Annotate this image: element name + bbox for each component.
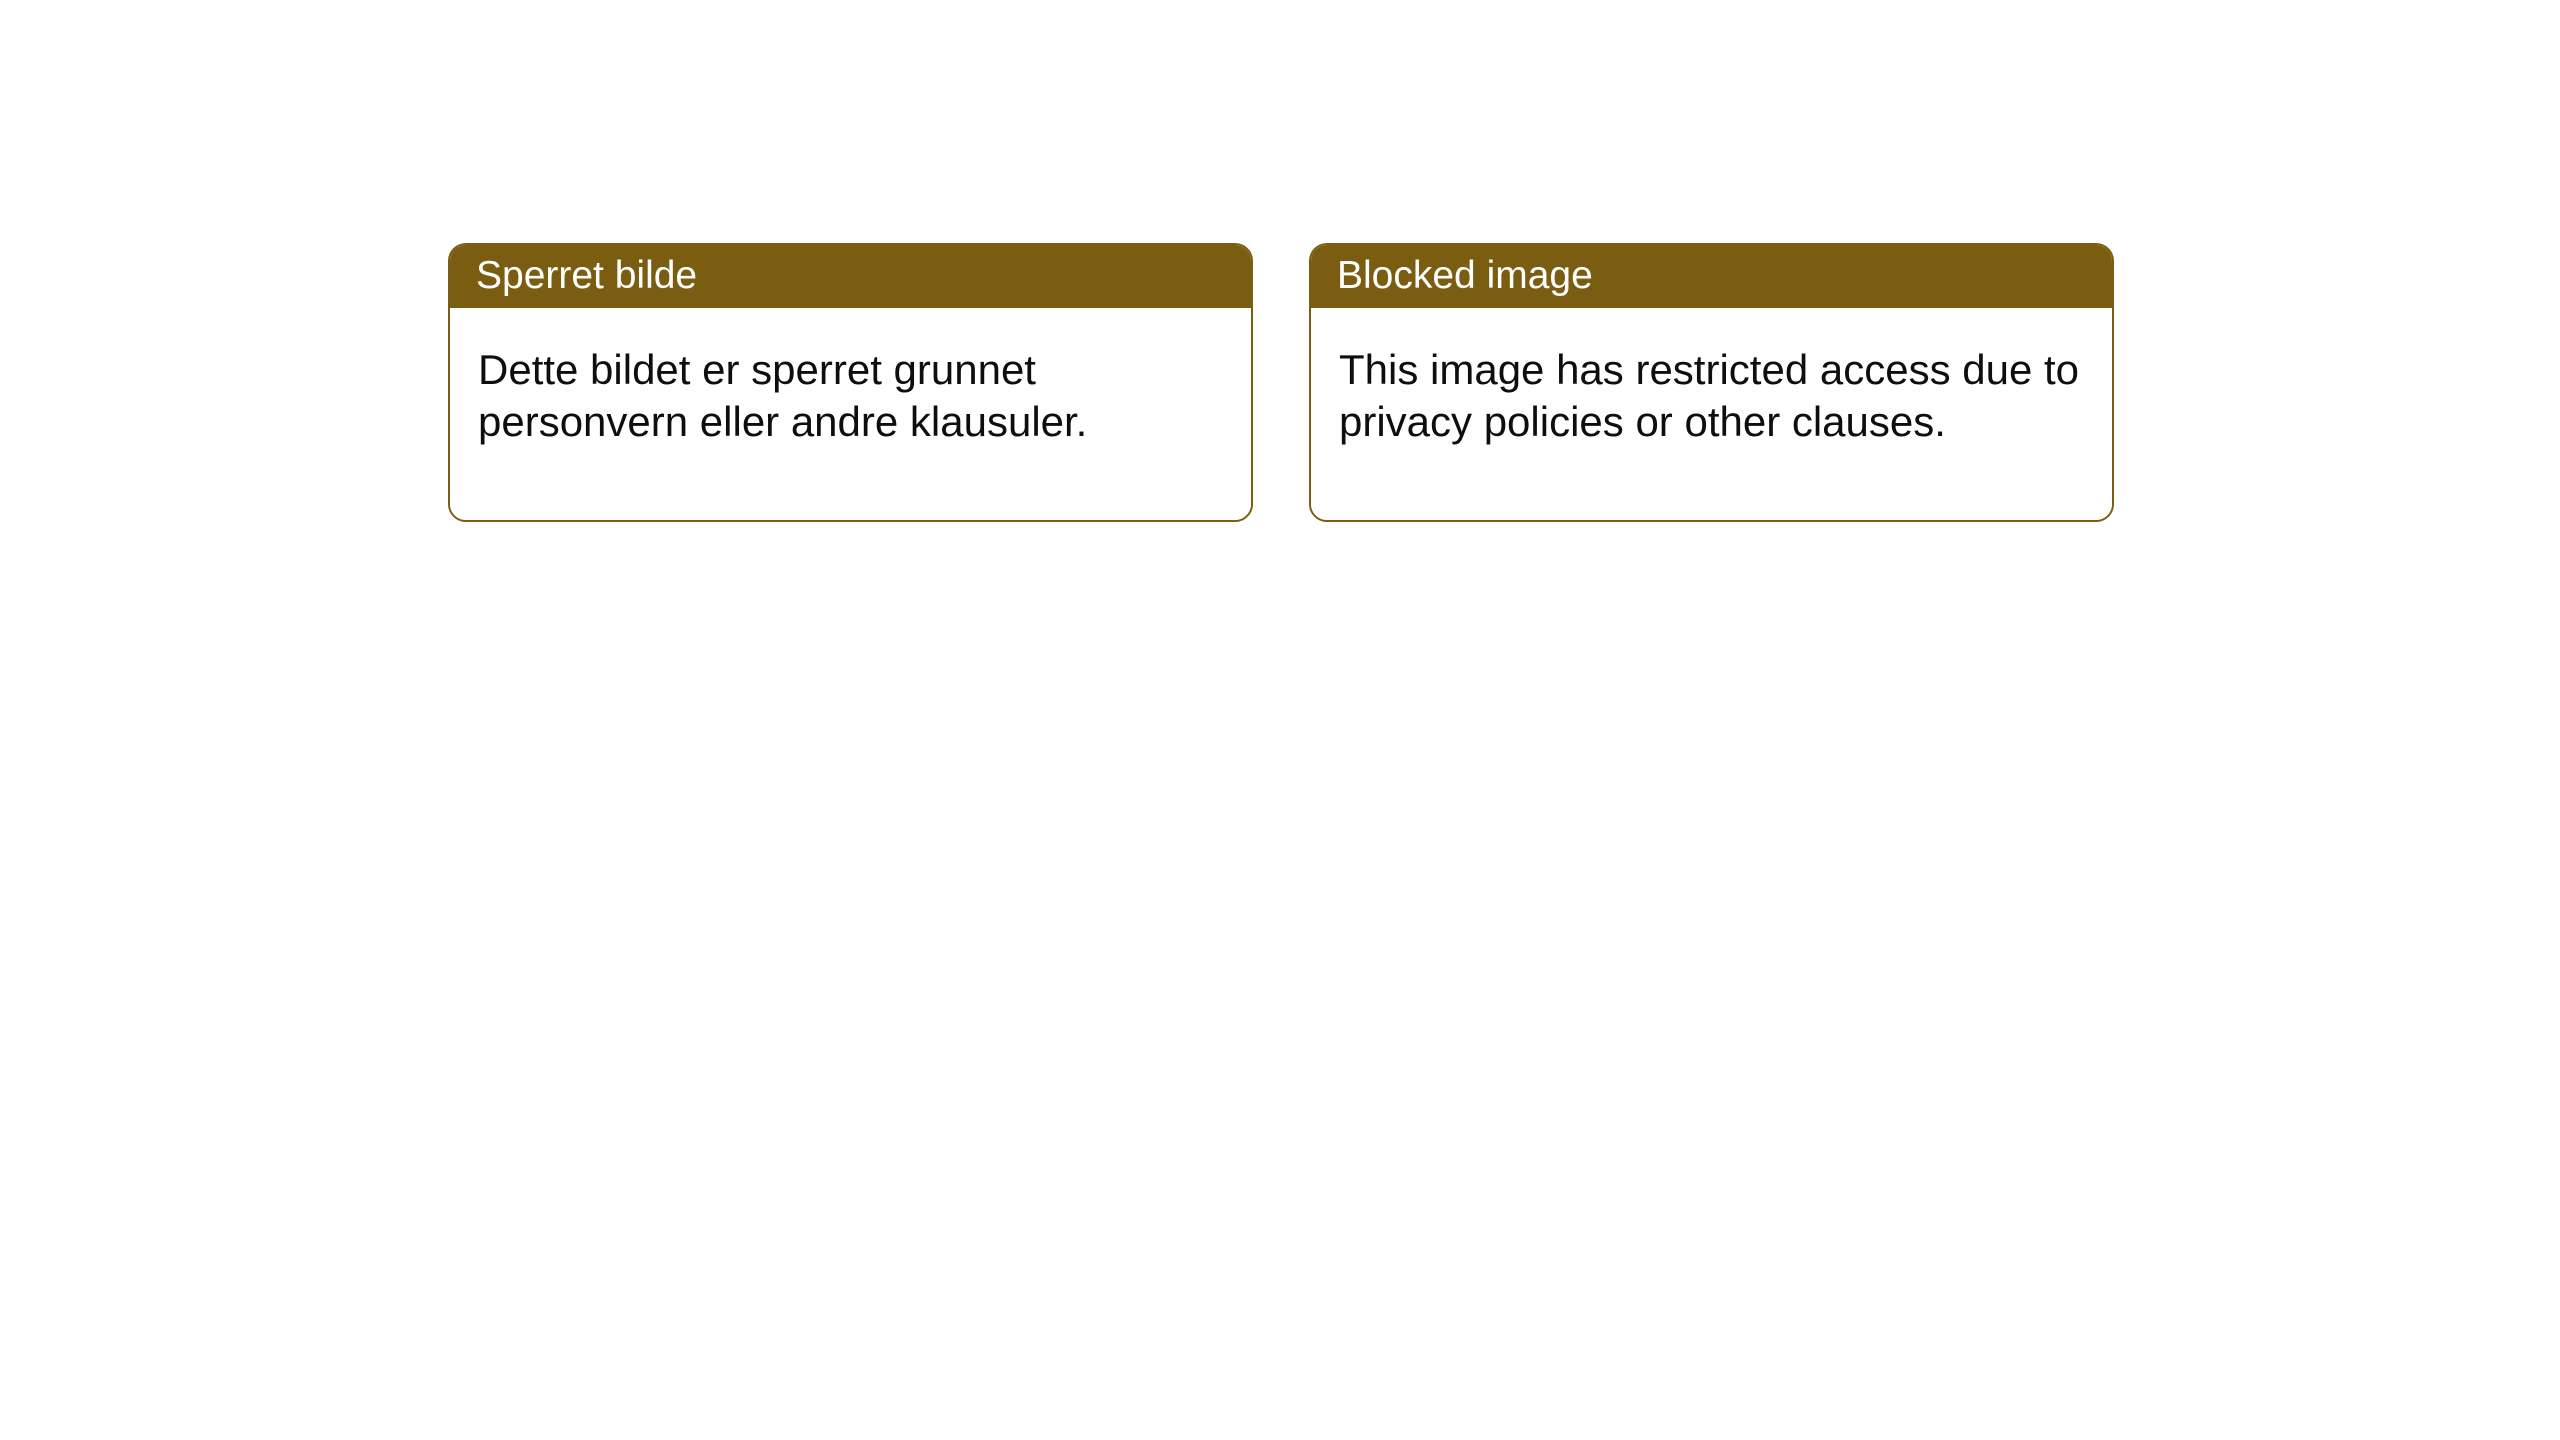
blocked-image-card-no: Sperret bilde Dette bildet er sperret gr… — [448, 243, 1253, 522]
card-title-no: Sperret bilde — [476, 254, 697, 297]
cards-container: Sperret bilde Dette bildet er sperret gr… — [0, 0, 2560, 522]
card-header-en: Blocked image — [1311, 245, 2112, 308]
card-header-no: Sperret bilde — [450, 245, 1251, 308]
card-body-en: This image has restricted access due to … — [1311, 308, 2112, 520]
card-text-no: Dette bildet er sperret grunnet personve… — [478, 344, 1223, 448]
card-body-no: Dette bildet er sperret grunnet personve… — [450, 308, 1251, 520]
blocked-image-card-en: Blocked image This image has restricted … — [1309, 243, 2114, 522]
card-text-en: This image has restricted access due to … — [1339, 344, 2084, 448]
card-title-en: Blocked image — [1337, 254, 1593, 297]
